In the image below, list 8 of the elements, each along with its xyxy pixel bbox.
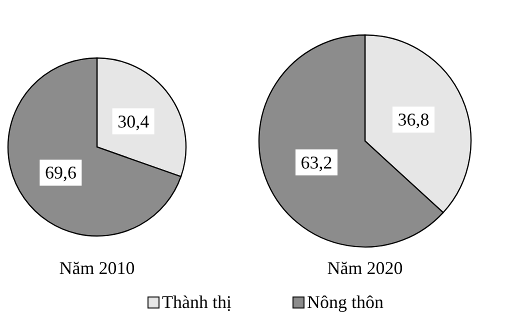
legend-label: Thành thị [162, 292, 232, 312]
data-label: 69,6 [44, 162, 76, 183]
text: Năm 2010 [59, 258, 135, 278]
data-label: 30,4 [118, 111, 150, 132]
legend-label: Nông thôn [307, 292, 384, 312]
text: Năm 2020 [327, 258, 403, 278]
data-label: 36,8 [398, 110, 430, 130]
data-label: 63,2 [300, 152, 332, 172]
